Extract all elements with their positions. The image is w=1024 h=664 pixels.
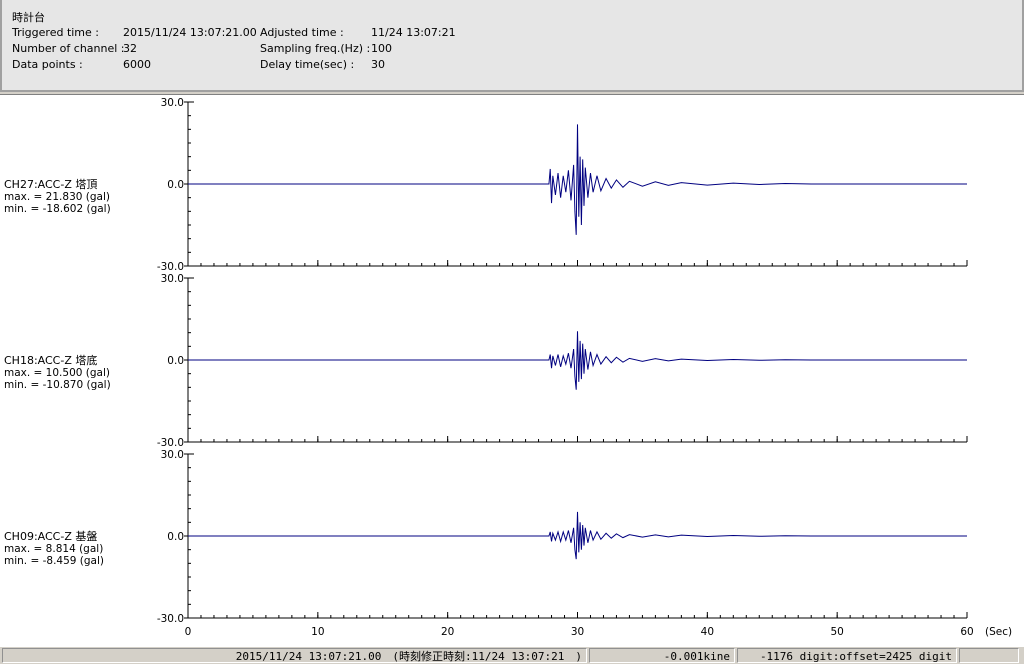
y-tick-label: -30.0	[157, 613, 184, 625]
y-tick-label: 0.0	[167, 531, 184, 543]
status-bar: 2015/11/24 13:07:21.00 (時刻修正時刻:11/24 13:…	[0, 647, 1024, 664]
field-label: Number of channel :	[12, 42, 125, 55]
field-value: 2015/11/24 13:07:21.00	[123, 26, 257, 39]
y-tick-label: 0.0	[167, 355, 184, 367]
station-title: 時計台	[12, 11, 45, 24]
field-value: 100	[371, 42, 392, 55]
status-empty	[959, 648, 1019, 663]
field-label: Triggered time :	[12, 26, 99, 39]
x-tick-label: 60	[960, 626, 973, 638]
field-label: Sampling freq.(Hz) :	[260, 42, 371, 55]
field-label: Delay time(sec) :	[260, 58, 355, 71]
status-time: 2015/11/24 13:07:21.00 (時刻修正時刻:11/24 13:…	[2, 648, 587, 663]
status-velocity: -0.001kine	[589, 648, 735, 663]
channel-title: CH18:ACC-Z 塔底	[4, 353, 97, 367]
channel-annotation: max. = 8.814 (gal)	[4, 543, 103, 555]
field-value: 30	[371, 58, 385, 71]
channel-annotation: min. = -8.459 (gal)	[4, 555, 104, 567]
x-tick-label: 10	[311, 626, 324, 638]
field-value: 11/24 13:07:21	[371, 26, 456, 39]
waveform	[188, 511, 967, 560]
field-value: 6000	[123, 58, 151, 71]
header: 時計台 Triggered time : 2015/11/24 13:07:21.…	[0, 0, 1024, 92]
channel-annotation: min. = -10.870 (gal)	[4, 379, 111, 391]
waveform	[188, 124, 967, 235]
x-tick-label: 50	[830, 626, 843, 638]
channel-annotation: max. = 21.830 (gal)	[4, 191, 110, 203]
y-tick-label: 0.0	[167, 179, 184, 191]
field-label: Adjusted time :	[260, 26, 344, 39]
x-tick-label: 0	[185, 626, 192, 638]
field-value: 32	[123, 42, 137, 55]
channel-title: CH09:ACC-Z 基盤	[4, 530, 97, 543]
y-tick-label: -30.0	[157, 437, 184, 449]
channel-title: CH27:ACC-Z 塔頂	[4, 178, 97, 191]
channel-annotation: min. = -18.602 (gal)	[4, 203, 111, 215]
x-axis-label: (Sec)	[985, 626, 1012, 638]
status-digit: -1176 digit:offset=2425 digit	[737, 648, 957, 663]
y-tick-label: 30.0	[161, 97, 184, 109]
channel-annotation: max. = 10.500 (gal)	[4, 367, 110, 379]
x-tick-label: 20	[441, 626, 454, 638]
x-tick-label: 40	[701, 626, 714, 638]
y-tick-label: 30.0	[161, 273, 184, 285]
y-tick-label: -30.0	[157, 261, 184, 273]
waveform	[188, 331, 967, 390]
y-tick-label: 30.0	[161, 449, 184, 461]
field-label: Data points :	[12, 58, 83, 71]
x-tick-label: 30	[571, 626, 584, 638]
